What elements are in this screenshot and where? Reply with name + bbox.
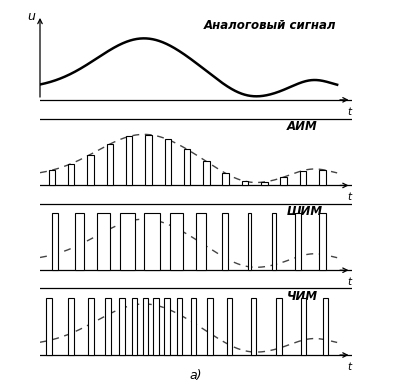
Bar — [120, 298, 125, 355]
Bar — [207, 298, 212, 355]
Bar — [164, 298, 170, 355]
Bar — [105, 298, 111, 355]
Bar — [176, 298, 182, 355]
Bar — [222, 173, 229, 185]
Bar — [222, 213, 228, 270]
Bar — [153, 298, 158, 355]
Bar — [276, 298, 282, 355]
Text: u: u — [27, 10, 35, 23]
Bar — [46, 298, 52, 355]
Bar — [248, 213, 251, 270]
Bar — [170, 213, 183, 270]
Bar — [251, 298, 256, 355]
Bar — [88, 298, 94, 355]
Bar — [145, 134, 152, 185]
Bar — [120, 213, 135, 270]
Bar — [191, 298, 196, 355]
Bar — [87, 154, 94, 185]
Bar — [164, 139, 171, 185]
Bar — [106, 144, 113, 185]
Text: ЧИМ: ЧИМ — [287, 290, 318, 303]
Bar — [242, 181, 248, 185]
Bar — [68, 298, 74, 355]
Bar — [132, 298, 137, 355]
Bar — [319, 170, 326, 185]
Bar — [196, 213, 206, 270]
Bar — [280, 177, 287, 185]
Bar — [184, 149, 190, 185]
Text: АИМ: АИМ — [287, 120, 317, 133]
Bar — [203, 161, 210, 185]
Text: ШИМ: ШИМ — [287, 205, 323, 218]
Bar — [126, 136, 132, 185]
Bar — [300, 170, 306, 185]
Bar — [301, 298, 306, 355]
Bar — [272, 213, 276, 270]
Bar — [144, 213, 160, 270]
Bar — [97, 213, 110, 270]
Bar — [52, 213, 58, 270]
Text: t: t — [348, 107, 352, 117]
Text: Аналоговый сигнал: Аналоговый сигнал — [204, 18, 336, 31]
Bar — [319, 213, 326, 270]
Text: t: t — [348, 277, 352, 287]
Bar — [295, 213, 301, 270]
Bar — [323, 298, 328, 355]
Bar — [142, 298, 148, 355]
Text: t: t — [348, 192, 352, 202]
Text: t: t — [348, 362, 352, 372]
Bar — [75, 213, 84, 270]
Bar — [227, 298, 232, 355]
Bar — [49, 170, 55, 185]
Text: а): а) — [190, 369, 202, 382]
Bar — [261, 182, 268, 185]
Bar — [68, 164, 74, 185]
